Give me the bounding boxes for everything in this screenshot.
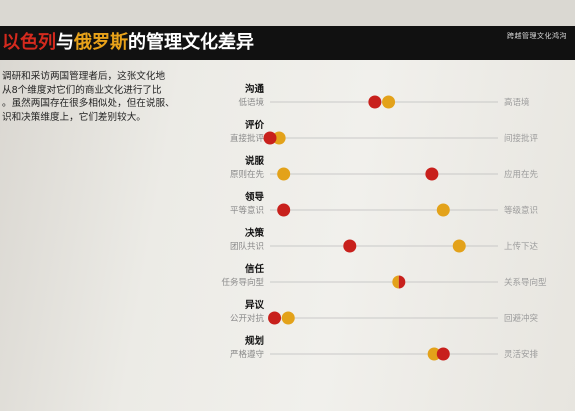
- left-pole-label: 公开对抗: [230, 313, 265, 324]
- russia-dot: [281, 311, 295, 325]
- israel-dot: [425, 167, 439, 181]
- right-pole-label: 高语境: [504, 97, 530, 108]
- intro-line: 从8个维度对它们的商业文化进行了比: [2, 84, 162, 96]
- left-pole-label: 团队共识: [230, 241, 264, 252]
- russia-dot: [392, 275, 399, 289]
- israel-dot: [277, 203, 291, 217]
- dimension-title: 说服: [245, 155, 265, 167]
- title-rest: 的管理文化差异: [128, 32, 254, 53]
- israel-dot: [398, 275, 406, 289]
- israel-dot: [343, 239, 357, 253]
- right-pole-label: 灵活安排: [504, 349, 539, 360]
- israel-dot: [368, 95, 382, 109]
- title-and: 与: [56, 32, 74, 53]
- right-pole-label: 上传下达: [504, 241, 539, 252]
- israel-dot: [436, 347, 450, 361]
- top-band: [0, 0, 575, 30]
- left-pole-label: 任务导向型: [221, 277, 264, 288]
- page-title: 以色列与俄罗斯的管理文化差异: [2, 30, 254, 56]
- dimension-title: 异议: [245, 299, 265, 311]
- right-pole-label: 间接批评: [504, 133, 539, 144]
- left-pole-label: 严格遵守: [230, 349, 264, 360]
- title-russia: 俄罗斯: [74, 32, 128, 53]
- intro-text: 调研和采访两国管理者后，这张文化地 从8个维度对它们的商业文化进行了比 。虽然两…: [2, 70, 192, 124]
- dimension-title: 决策: [245, 227, 265, 239]
- russia-dot: [382, 95, 396, 109]
- title-israel: 以色列: [2, 32, 56, 53]
- israel-dot: [268, 311, 282, 325]
- russia-dot: [277, 167, 291, 181]
- russia-dot: [452, 239, 466, 253]
- right-pole-label: 应用在先: [504, 169, 539, 180]
- title-bar: [0, 26, 575, 60]
- dimension-title: 评价: [245, 119, 265, 131]
- dimension-title: 领导: [245, 191, 265, 203]
- russia-dot: [272, 131, 286, 145]
- left-pole-label: 直接批评: [230, 133, 265, 144]
- left-pole-label: 原则在先: [230, 169, 265, 180]
- left-pole-label: 平等意识: [230, 205, 264, 216]
- right-pole-label: 回避冲突: [504, 313, 539, 324]
- left-pole-label: 低语境: [238, 97, 264, 108]
- right-pole-label: 关系导向型: [504, 277, 547, 288]
- right-pole-label: 等级意识: [504, 205, 538, 216]
- dimension-title: 信任: [245, 263, 265, 275]
- russia-dot: [427, 347, 441, 361]
- dimension-title: 规划: [245, 335, 264, 347]
- dimension-title: 沟通: [245, 83, 265, 95]
- intro-line: 调研和采访两国管理者后，这张文化地: [2, 71, 166, 82]
- section-label: 跨越管理文化鸿沟: [507, 32, 567, 40]
- intro-line: 识和决策维度上，它们差别较大。: [2, 111, 146, 123]
- israel-dot: [263, 131, 277, 145]
- russia-dot: [436, 203, 450, 217]
- intro-line: 。虽然两国存在很多相似处，但在说服、: [2, 98, 175, 109]
